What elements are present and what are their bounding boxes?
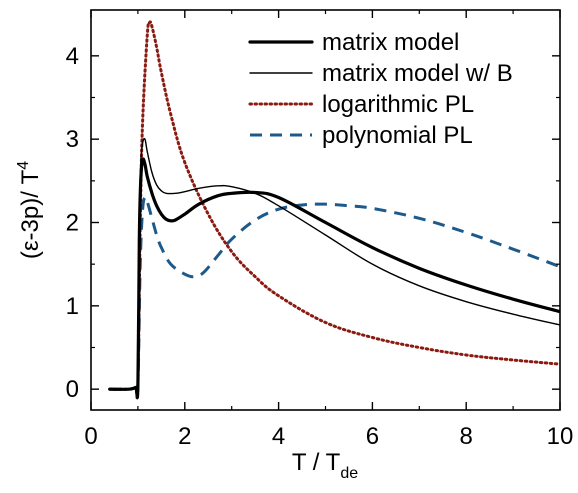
legend-label: polynomial PL (322, 122, 473, 149)
y-tick-label: 3 (66, 126, 79, 153)
x-tick-label: 6 (366, 423, 379, 450)
y-axis: 0 1 2 3 4 (66, 43, 560, 403)
legend-label: matrix model (322, 29, 459, 56)
series-line-matrix-model (108, 157, 560, 399)
x-tick-label: 8 (460, 423, 473, 450)
x-tick-label: 4 (272, 423, 285, 450)
x-tick-label: 0 (84, 423, 97, 450)
series-line-matrix-model-w-b (109, 137, 560, 400)
y-axis-label: (ε-3p)/ T4 (15, 161, 44, 259)
y-tick-label: 1 (66, 293, 79, 320)
legend: matrix model matrix model w/ B logarithmic… (248, 29, 513, 149)
x-axis-label: T / Tde (292, 449, 358, 482)
y-tick-label: 2 (66, 210, 79, 237)
legend-label: logarithmic PL (322, 91, 474, 118)
x-tick-label: 2 (178, 423, 191, 450)
x-tick-label: 10 (547, 423, 574, 450)
series-layer (108, 20, 560, 401)
legend-label: matrix model w/ B (322, 60, 513, 87)
x-axis: 0 2 4 6 8 10 (84, 10, 573, 450)
y-tick-label: 0 (66, 376, 79, 403)
y-tick-label: 4 (66, 43, 79, 70)
